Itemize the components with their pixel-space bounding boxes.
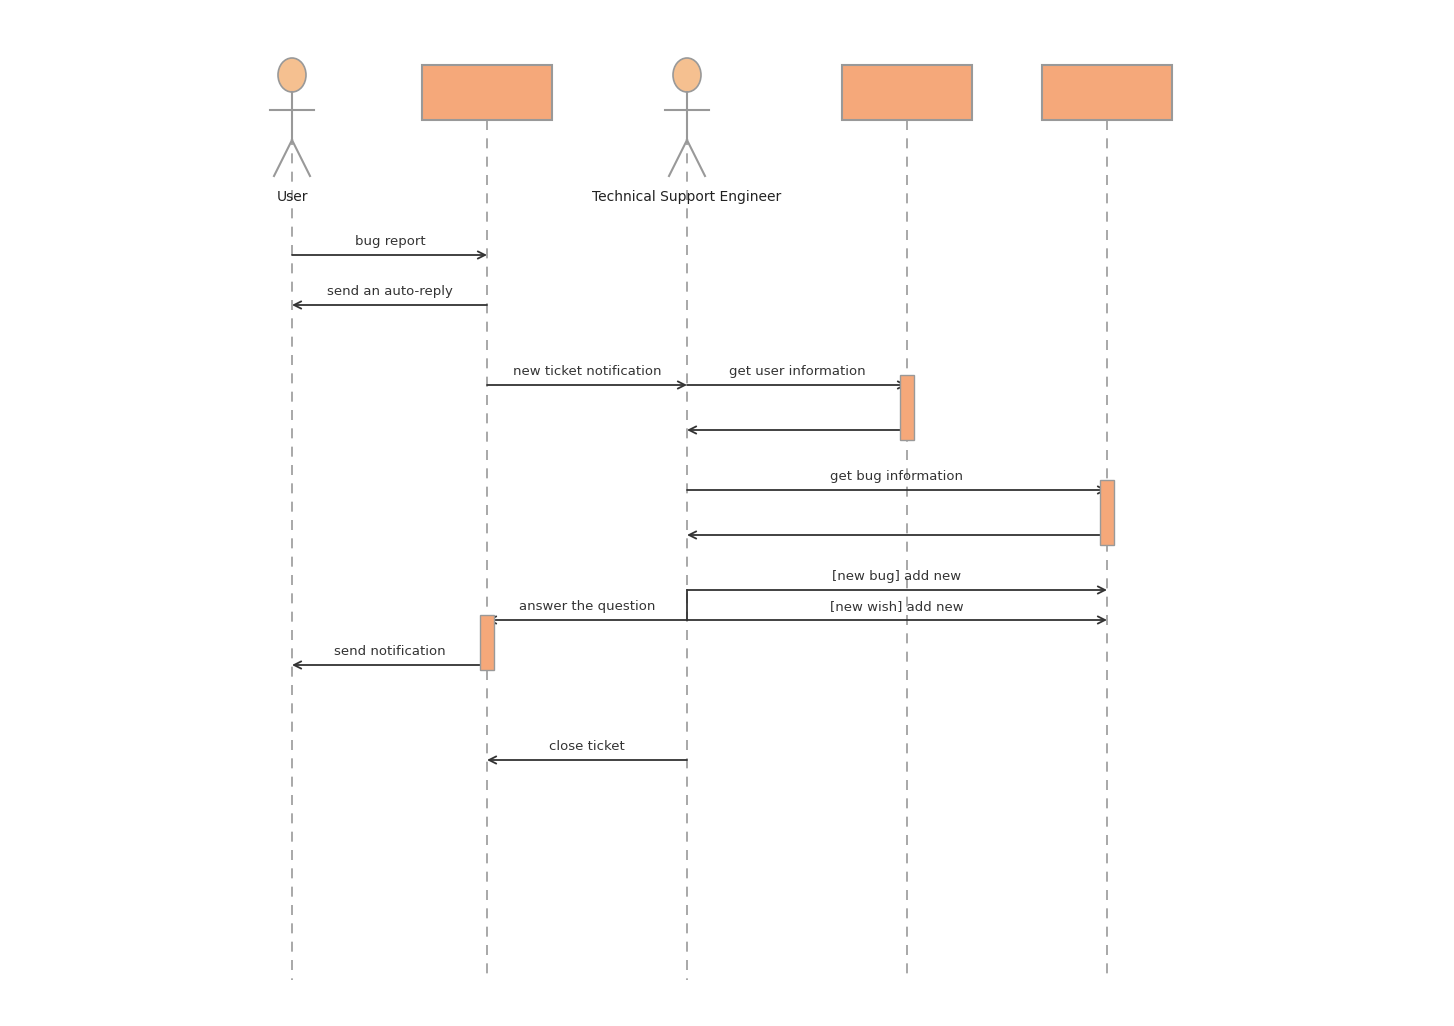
Text: Ticket System: Ticket System bbox=[438, 85, 535, 100]
Ellipse shape bbox=[673, 58, 701, 92]
Text: bug report: bug report bbox=[355, 235, 426, 248]
Text: new ticket notification: new ticket notification bbox=[513, 365, 662, 378]
Bar bbox=[1043, 65, 1172, 120]
Text: Technical Support Engineer: Technical Support Engineer bbox=[592, 190, 782, 204]
Text: get user information: get user information bbox=[728, 365, 865, 378]
Text: Object: Object bbox=[1085, 85, 1130, 100]
Text: Database Users: Database Users bbox=[852, 85, 961, 100]
Bar bbox=[842, 65, 973, 120]
Bar bbox=[1101, 480, 1114, 545]
Text: send an auto-reply: send an auto-reply bbox=[327, 285, 454, 298]
Bar bbox=[422, 65, 553, 120]
Text: User: User bbox=[276, 190, 308, 204]
Text: close ticket: close ticket bbox=[550, 740, 625, 753]
Bar bbox=[900, 374, 915, 440]
Text: get bug information: get bug information bbox=[830, 470, 964, 483]
Text: answer the question: answer the question bbox=[519, 600, 656, 613]
Bar bbox=[480, 615, 494, 670]
Ellipse shape bbox=[278, 58, 305, 92]
Text: [new wish] add new: [new wish] add new bbox=[830, 600, 964, 613]
Text: [new bug] add new: [new bug] add new bbox=[833, 570, 961, 583]
Text: send notification: send notification bbox=[334, 645, 446, 658]
